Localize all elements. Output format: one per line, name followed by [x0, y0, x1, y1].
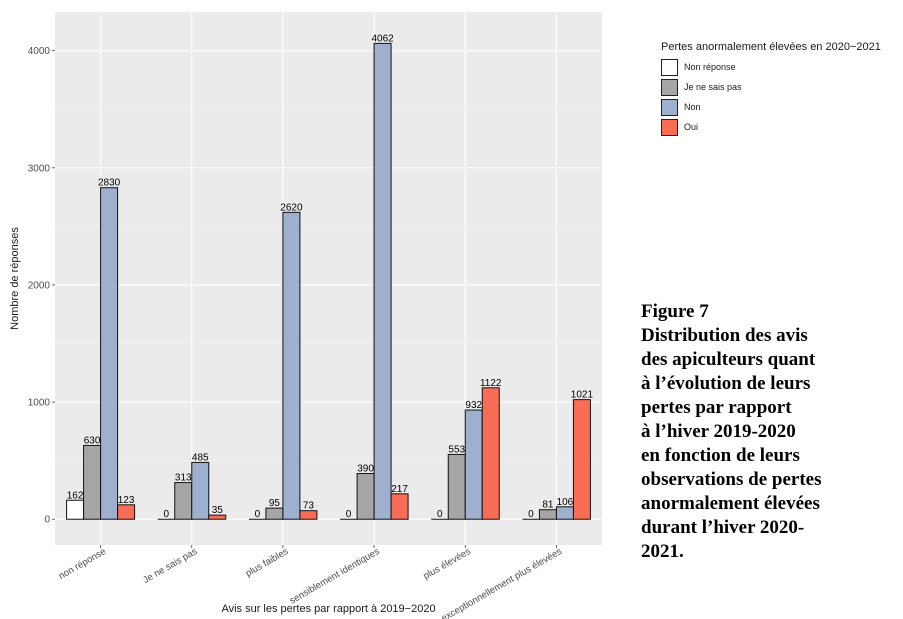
x-tick-label: plus élevées [422, 546, 473, 582]
data-label: 0 [163, 509, 169, 520]
legend-title: Pertes anormalement élevées en 2020−2021 [661, 41, 881, 53]
figure-caption: Figure 7 Distribution des avis des apicu… [641, 300, 903, 564]
caption-line: Distribution des avis [641, 325, 808, 346]
y-tick-label: 1000 [28, 398, 51, 409]
x-axis-title: Avis sur les pertes par rapport à 2019−2… [221, 603, 435, 615]
data-label: 2830 [98, 178, 121, 189]
data-label: 0 [528, 509, 534, 520]
data-label: 1122 [480, 378, 502, 389]
data-label: 932 [465, 400, 482, 411]
caption-line: à l’hiver 2019-2020 [641, 421, 796, 442]
legend-item: Non [661, 97, 901, 117]
x-tick-label: Je ne sais pas [141, 546, 199, 586]
data-label: 485 [192, 452, 209, 463]
bars [66, 42, 591, 520]
caption-line: des apiculteurs quant [641, 349, 816, 370]
caption-line: durant l’hiver 2020- [641, 517, 805, 538]
caption-line: anormalement élevées [641, 493, 820, 514]
data-label: 162 [67, 490, 84, 501]
legend-swatch [661, 98, 678, 116]
data-label: 2620 [280, 202, 303, 213]
bar [174, 482, 193, 520]
bar [447, 453, 466, 520]
bar [390, 493, 409, 520]
y-axis: 0 1000 2000 3000 4000 [28, 46, 55, 526]
legend-item: Non réponse [661, 57, 901, 77]
legend-item: Je ne sais pas [661, 77, 901, 97]
data-label: 73 [303, 501, 315, 512]
legend-label: Non [684, 102, 701, 112]
bar [373, 42, 392, 520]
caption-line: Figure 7 [641, 301, 709, 322]
bar [191, 461, 210, 520]
data-label: 630 [84, 435, 101, 446]
caption-line: en fonction de leurs [641, 445, 800, 466]
y-tick-label: 2000 [28, 280, 51, 291]
bar [356, 473, 375, 520]
data-label: 106 [557, 497, 574, 508]
y-tick-label: 3000 [28, 163, 51, 174]
legend-items: Non réponse Je ne sais pas Non Oui [661, 57, 901, 137]
data-label: 0 [346, 509, 352, 520]
legend-item: Oui [661, 117, 901, 137]
bar [538, 509, 557, 520]
legend-label: Non réponse [684, 62, 736, 72]
plot-panel [55, 12, 602, 545]
x-tick-label: sensiblement identiques [288, 546, 382, 607]
legend-swatch [661, 58, 678, 76]
data-label: 217 [391, 484, 408, 495]
y-axis-title: Nombre de réponses [9, 227, 21, 330]
bar [100, 187, 119, 520]
legend: Pertes anormalement élevées en 2020−2021… [661, 41, 901, 137]
caption-line: pertes par rapport [641, 397, 792, 418]
bar [299, 510, 318, 520]
legend-swatch [661, 118, 678, 136]
bar [464, 409, 483, 520]
data-label: 123 [118, 495, 135, 506]
data-label: 390 [357, 464, 374, 475]
caption-line: 2021. [641, 541, 684, 562]
legend-label: Je ne sais pas [684, 82, 742, 92]
legend-swatch [661, 78, 678, 96]
y-tick-label: 4000 [28, 46, 51, 57]
data-label: 313 [175, 473, 192, 484]
data-label: 0 [255, 509, 261, 520]
caption-line: à l’évolution de leurs [641, 373, 811, 394]
x-tick-label: non réponse [57, 546, 108, 582]
data-label: 1021 [571, 390, 594, 401]
y-tick-label: 0 [44, 515, 50, 526]
bar [555, 506, 574, 520]
caption-line: observations de pertes [641, 469, 822, 490]
bar [572, 399, 591, 520]
bar [282, 211, 301, 520]
bar [481, 387, 500, 520]
bar [83, 444, 102, 520]
data-label: 81 [542, 500, 554, 511]
data-label: 95 [269, 498, 281, 509]
x-tick-label: plus faibles [244, 546, 291, 579]
bar [265, 507, 284, 520]
bar [208, 514, 227, 520]
data-label: 553 [448, 444, 465, 455]
data-label: 35 [212, 505, 224, 516]
legend-label: Oui [684, 122, 699, 132]
bar [66, 499, 85, 520]
bar [117, 504, 136, 520]
data-label: 0 [437, 509, 443, 520]
data-label: 4062 [371, 33, 394, 44]
